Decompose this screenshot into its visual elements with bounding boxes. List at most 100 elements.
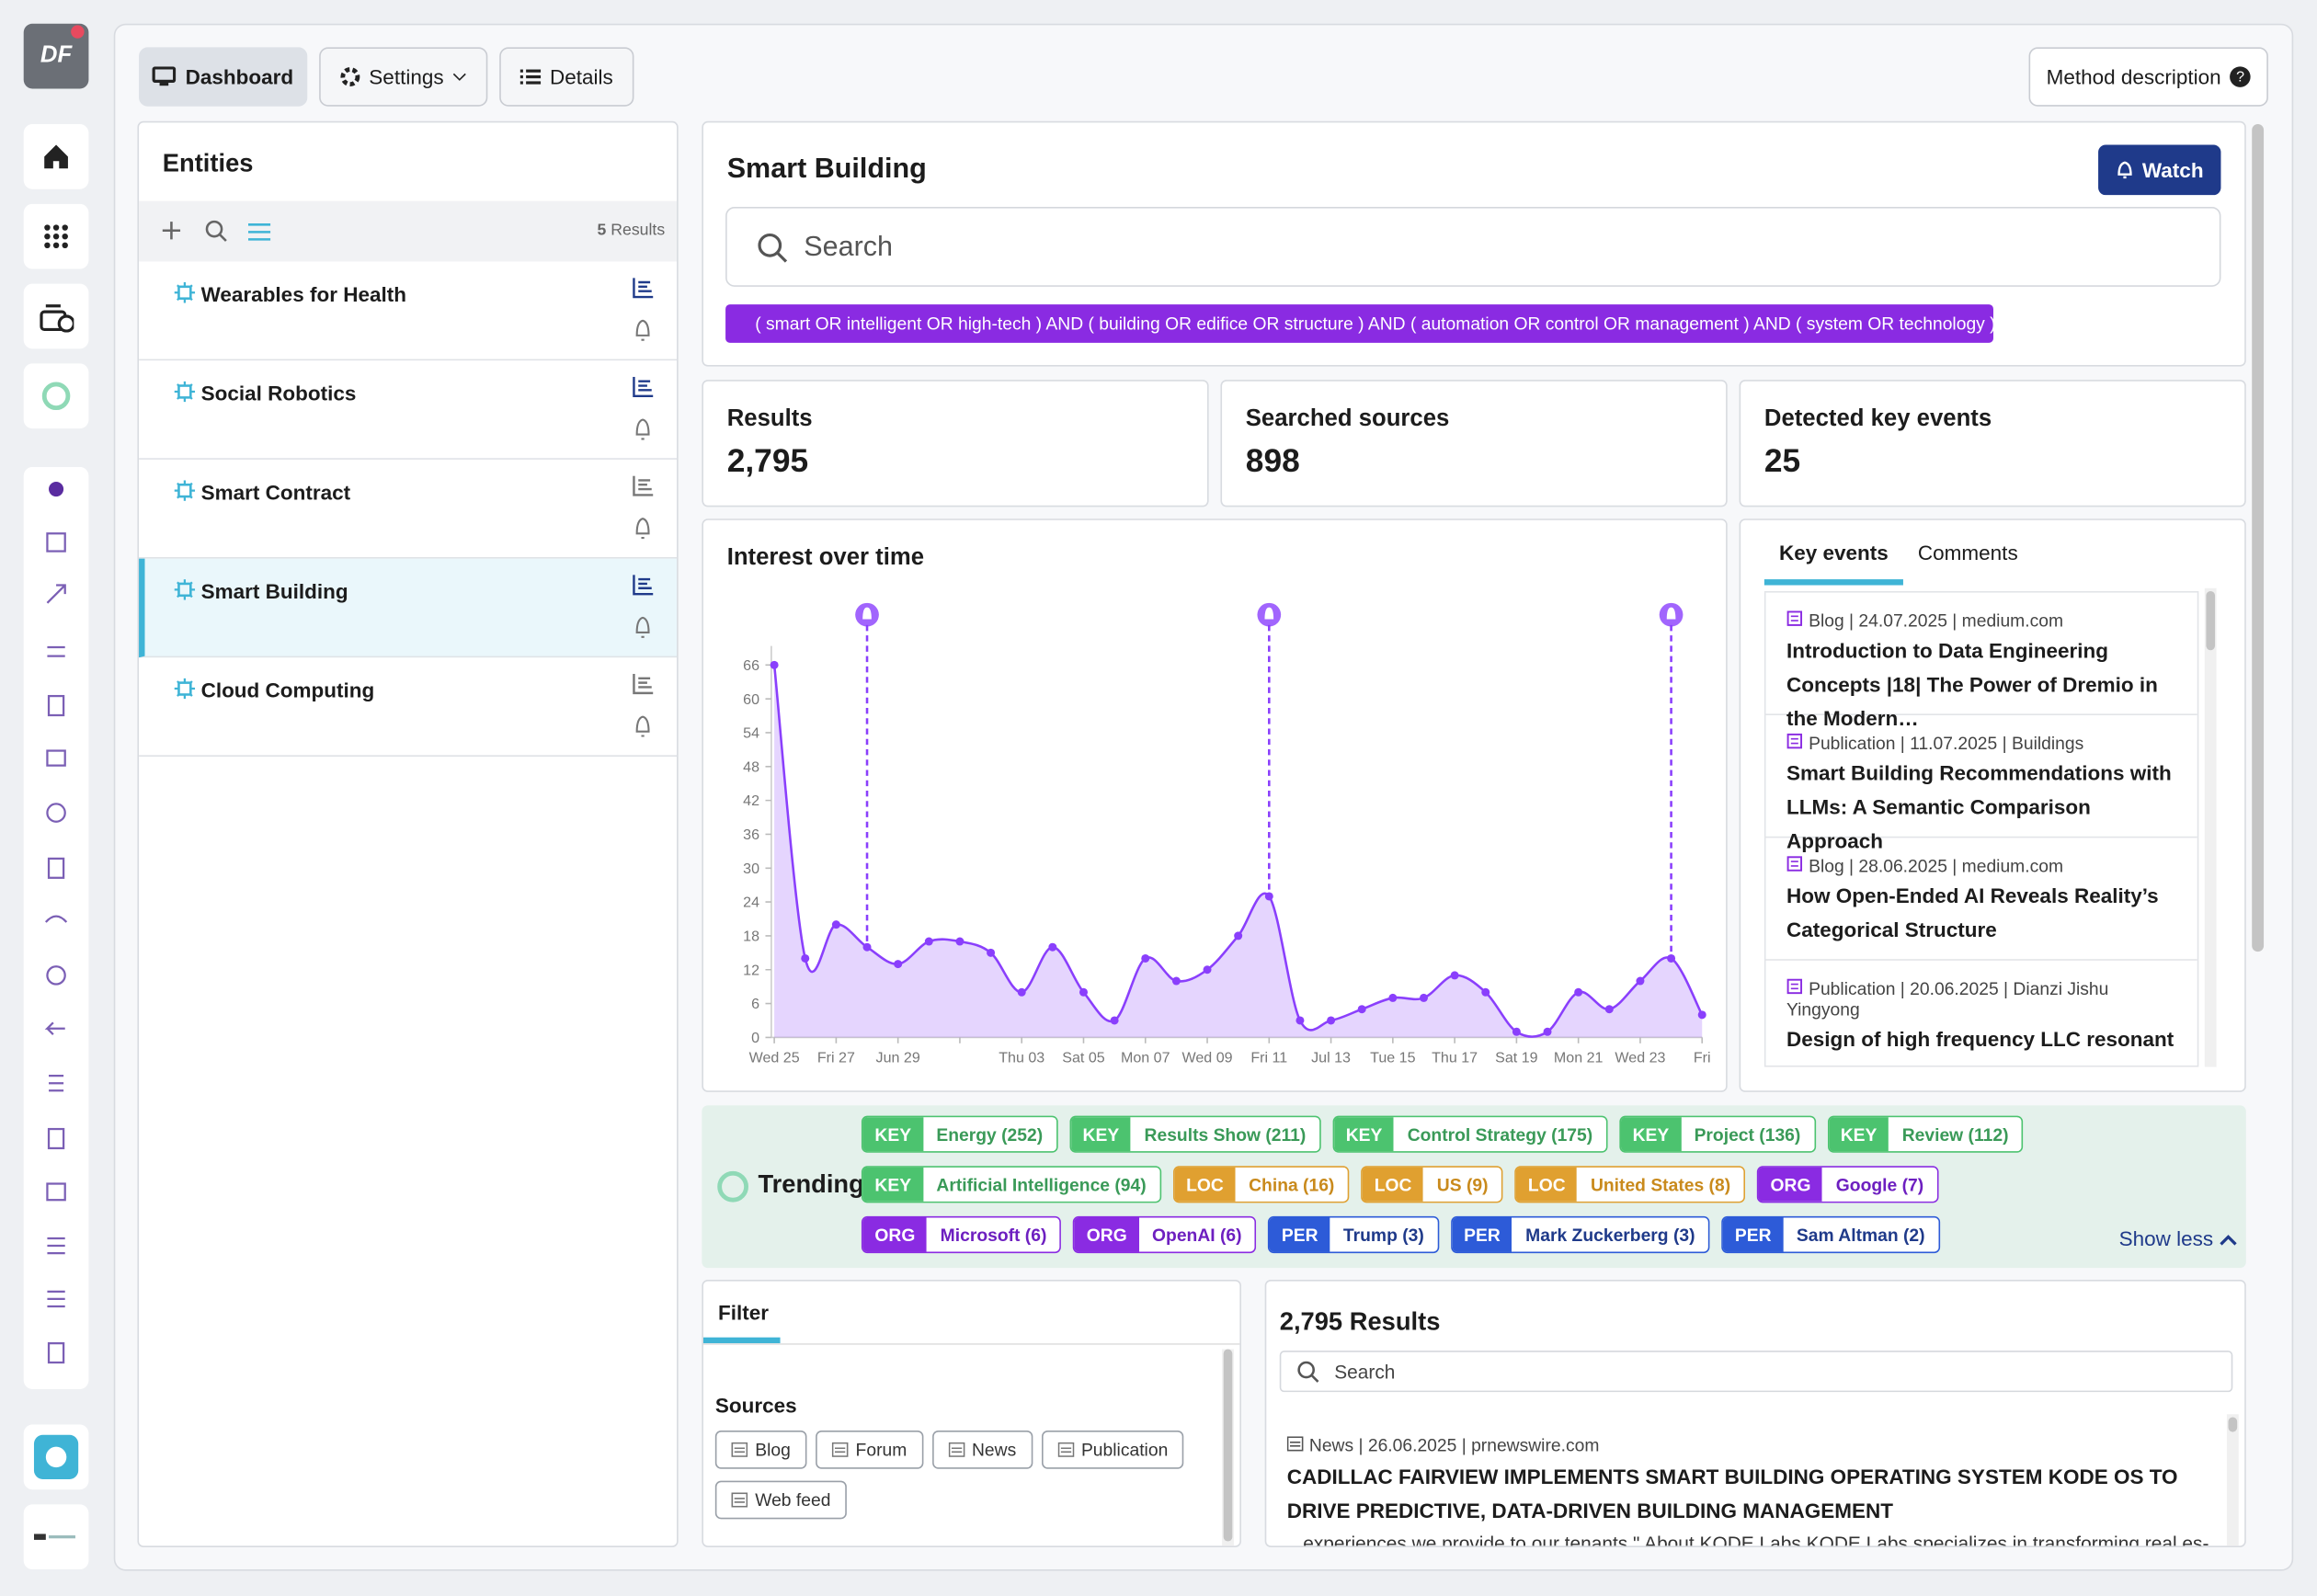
tag-label: United States (8) <box>1578 1168 1744 1202</box>
entity-actions <box>633 476 653 544</box>
x-tick-label: Jun 29 <box>876 1050 920 1066</box>
y-tick-label: 0 <box>751 1030 759 1046</box>
entity-row[interactable]: Smart Building <box>139 559 677 658</box>
x-tick-label: Wed 23 <box>1615 1050 1665 1066</box>
point <box>1512 1028 1521 1036</box>
point <box>1605 1005 1614 1013</box>
tag-type: KEY <box>1334 1117 1394 1151</box>
entity-icon <box>175 678 195 700</box>
add-collection-icon[interactable] <box>24 284 89 349</box>
key-event-title: How Open-Ended AI Reveals Reality’s Cate… <box>1786 879 2176 947</box>
y-tick-label: 24 <box>743 895 759 911</box>
tag[interactable]: PERSam Altman (2) <box>1721 1216 1939 1253</box>
chip-icon <box>832 1442 849 1457</box>
source-chip[interactable]: Blog <box>715 1431 807 1469</box>
dashboard-tab[interactable]: Dashboard <box>139 47 307 106</box>
query-chip[interactable]: ( smart OR intelligent OR high-tech ) AN… <box>725 304 1993 343</box>
point <box>770 661 779 669</box>
chip-label: News <box>972 1440 1016 1461</box>
result-list: News | 26.06.2025 | prnewswire.com CADILL… <box>1287 1435 2203 1547</box>
tag[interactable]: KEYProject (136) <box>1619 1116 1815 1153</box>
y-tick-label: 36 <box>743 826 759 843</box>
point <box>1048 943 1056 952</box>
tag[interactable]: PERTrump (3) <box>1268 1216 1438 1253</box>
y-tick-label: 60 <box>743 691 759 708</box>
tag-type: LOC <box>1516 1168 1577 1202</box>
stat-label: Detected key events <box>1764 406 1992 433</box>
stat-card: Searched sources898 <box>1220 380 1727 507</box>
tab[interactable]: Comments <box>1903 541 2033 585</box>
source-chips: BlogForum News Publication Web feed <box>715 1431 1210 1531</box>
result-meta: News | 26.06.2025 | prnewswire.com <box>1287 1435 2203 1456</box>
entity-row[interactable]: Social Robotics <box>139 360 677 460</box>
toggle-label: Show less <box>2119 1226 2214 1250</box>
tag[interactable]: KEYResults Show (211) <box>1069 1116 1320 1153</box>
interest-chart: 0612182430364248546066Wed 25Fri 27Jun 29… <box>703 584 1723 1078</box>
x-tick-label: Tue 15 <box>1370 1050 1415 1066</box>
point <box>1636 977 1644 986</box>
key-event[interactable]: Publication | 11.07.2025 | BuildingsSmar… <box>1765 715 2197 838</box>
query-text: ( smart OR intelligent OR high-tech ) AN… <box>755 314 1995 335</box>
entity-name: Wearables for Health <box>201 282 406 306</box>
meta-text: Blog | 28.06.2025 | medium.com <box>1809 856 2063 877</box>
apps-icon[interactable] <box>24 204 89 269</box>
search-box[interactable]: Search <box>725 207 2220 287</box>
y-tick-label: 30 <box>743 861 759 877</box>
tag-label: Energy (252) <box>923 1117 1056 1151</box>
tag[interactable]: ORGGoogle (7) <box>1757 1166 1938 1203</box>
meta-text: Publication | 11.07.2025 | Buildings <box>1809 733 2083 754</box>
entity-row[interactable]: Wearables for Health <box>139 262 677 361</box>
topic-title: Smart Building <box>727 154 927 186</box>
tag[interactable]: ORGMicrosoft (6) <box>862 1216 1062 1253</box>
key-event[interactable]: Blog | 24.07.2025 | medium.comIntroducti… <box>1765 593 2197 715</box>
results-search[interactable]: Search <box>1280 1351 2233 1392</box>
entity-row[interactable]: Cloud Computing <box>139 657 677 757</box>
tag[interactable]: KEYArtificial Intelligence (94) <box>862 1166 1161 1203</box>
source-chip[interactable]: News <box>932 1431 1033 1469</box>
filter-panel: Filter Sources BlogForumNewsPublicationW… <box>702 1280 1241 1547</box>
tag[interactable]: ORGOpenAI (6) <box>1073 1216 1256 1253</box>
tag[interactable]: KEYControl Strategy (175) <box>1332 1116 1607 1153</box>
panel-title: Entities <box>163 149 254 178</box>
count-label: Results <box>611 222 665 239</box>
chip-icon <box>732 1442 748 1457</box>
avatar[interactable]: DF <box>24 24 89 89</box>
tag[interactable]: KEYEnergy (252) <box>862 1116 1057 1153</box>
method-button[interactable]: Method description? <box>2029 47 2268 106</box>
source-chip[interactable]: Forum <box>816 1431 923 1469</box>
tag-label: Mark Zuckerberg (3) <box>1512 1217 1708 1251</box>
x-tick-label: Fri 27 <box>817 1050 855 1066</box>
point <box>1420 994 1428 1002</box>
point <box>801 954 809 963</box>
x-tick-label: Sat 05 <box>1062 1050 1105 1066</box>
help-button[interactable] <box>24 1425 89 1490</box>
entity-row[interactable]: Smart Contract <box>139 460 677 559</box>
tag-label: OpenAI (6) <box>1139 1217 1255 1251</box>
key-event-list: Blog | 24.07.2025 | medium.comIntroducti… <box>1764 591 2198 1067</box>
tag[interactable]: LOCChina (16) <box>1173 1166 1350 1203</box>
tag[interactable]: PERMark Zuckerberg (3) <box>1451 1216 1710 1253</box>
chip-label: Publication <box>1081 1440 1168 1461</box>
results-panel: 2,795 Results Search News | 26.06.2025 |… <box>1265 1280 2246 1547</box>
source-chip[interactable]: Publication <box>1042 1431 1184 1469</box>
settings-tab[interactable]: Settings <box>319 47 487 106</box>
tab[interactable]: Key events <box>1764 541 1903 585</box>
result-title[interactable]: CADILLAC FAIRVIEW IMPLEMENTS SMART BUILD… <box>1287 1460 2203 1528</box>
key-event[interactable]: Blog | 28.06.2025 | medium.comHow Open-E… <box>1765 838 2197 960</box>
key-event[interactable]: Publication | 20.06.2025 | Dianzi Jishu … <box>1765 961 2197 1067</box>
tag[interactable]: KEYReview (112) <box>1827 1116 2023 1153</box>
tag-label: Results Show (211) <box>1131 1117 1319 1151</box>
source-chip[interactable]: Web feed <box>715 1481 847 1520</box>
show-less[interactable]: Show less <box>2119 1226 2237 1250</box>
watch-button[interactable]: Watch <box>2098 145 2220 196</box>
point <box>1204 965 1212 974</box>
trend-icon[interactable] <box>24 363 89 428</box>
x-tick-label: Wed 25 <box>749 1050 800 1066</box>
details-tab[interactable]: Details <box>499 47 633 106</box>
chart-title: Interest over time <box>727 545 924 572</box>
tag[interactable]: LOCUS (9) <box>1361 1166 1502 1203</box>
entity-actions <box>633 377 653 445</box>
tag[interactable]: LOCUnited States (8) <box>1514 1166 1745 1203</box>
home-icon[interactable] <box>24 124 89 189</box>
